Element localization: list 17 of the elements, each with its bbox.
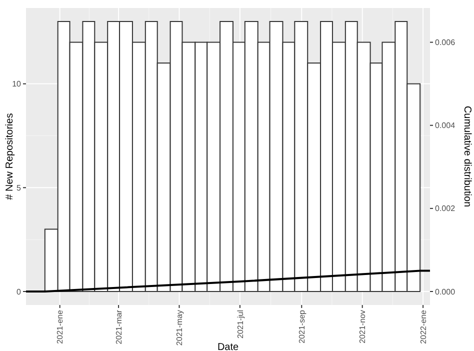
y2-tick-label: 0.004 (435, 121, 456, 130)
x-tick-label: 2021-sep (297, 309, 306, 344)
y2-axis-title: Cumulative distribution (462, 106, 472, 208)
x-tick-label: 2022-ene (418, 309, 428, 344)
x-tick-label: 2021-may (175, 310, 184, 346)
y-tick-label: 0 (16, 287, 22, 296)
y2-tick-label: 0.006 (435, 38, 456, 48)
y-axis-title: # New Repositories (4, 113, 16, 200)
x-tick-label: 2021-jul (236, 310, 245, 338)
y-tick-label: 10 (12, 80, 22, 89)
x-tick-label: 2021-nov (358, 310, 368, 344)
y-tick-label: 5 (16, 183, 22, 192)
y2-tick-label: 0.002 (435, 204, 456, 214)
x-tick-label: 2021-mar (114, 310, 124, 344)
y2-tick-label: 0.000 (435, 287, 456, 296)
x-axis-title: Date (217, 342, 239, 351)
x-tick-label: 2021-ene (56, 309, 65, 344)
